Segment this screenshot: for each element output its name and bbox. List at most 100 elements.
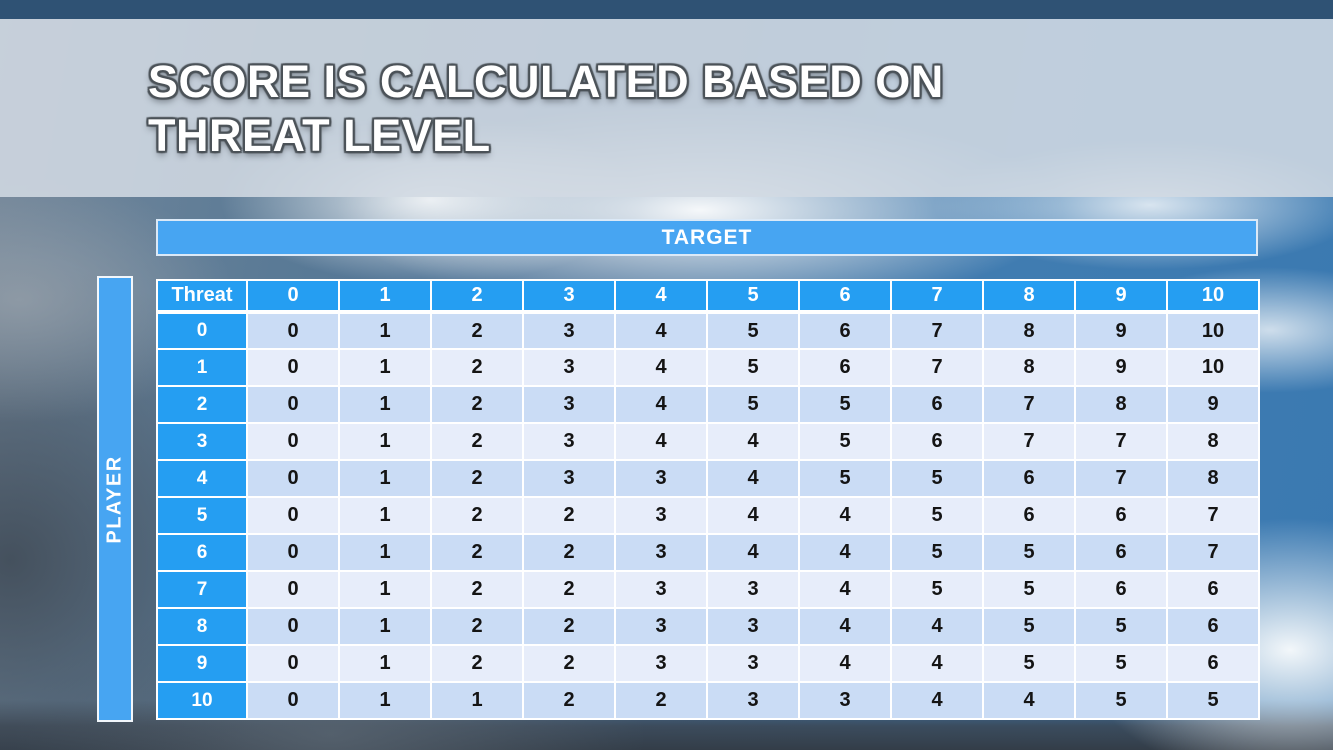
matrix-cell: 10 xyxy=(1166,311,1260,350)
matrix-cell: 0 xyxy=(246,570,340,609)
title-banner: SCORE IS CALCULATED BASED ON THREAT LEVE… xyxy=(0,19,1333,197)
row-header: 5 xyxy=(156,496,248,535)
col-header: 3 xyxy=(522,279,616,314)
col-header: 1 xyxy=(338,279,432,314)
matrix-cell: 6 xyxy=(1166,607,1260,646)
score-matrix-body: 0 0 1 2 3 4 5 6 7 8 9 10 1 0 1 2 3 4 5 6 7 8 9 10 2 0 1 2 3 4 5 5 6 7 8 9 3 0… xyxy=(156,311,1260,720)
row-header: 4 xyxy=(156,459,248,498)
matrix-cell: 6 xyxy=(890,385,984,424)
matrix-cell: 2 xyxy=(522,570,616,609)
matrix-cell: 1 xyxy=(338,533,432,572)
table-row: 0 0 1 2 3 4 5 6 7 8 9 10 xyxy=(156,311,1260,350)
matrix-cell: 8 xyxy=(1166,459,1260,498)
matrix-cell: 1 xyxy=(338,607,432,646)
matrix-cell: 4 xyxy=(798,644,892,683)
matrix-cell: 1 xyxy=(338,681,432,720)
matrix-cell: 3 xyxy=(522,422,616,461)
matrix-cell: 1 xyxy=(430,681,524,720)
col-header: 0 xyxy=(246,279,340,314)
col-header: 5 xyxy=(706,279,800,314)
matrix-cell: 5 xyxy=(982,533,1076,572)
matrix-cell: 4 xyxy=(614,348,708,387)
matrix-cell: 1 xyxy=(338,570,432,609)
matrix-cell: 7 xyxy=(1074,422,1168,461)
matrix-cell: 1 xyxy=(338,422,432,461)
matrix-cell: 4 xyxy=(706,533,800,572)
matrix-cell: 6 xyxy=(1074,570,1168,609)
matrix-cell: 5 xyxy=(890,570,984,609)
matrix-cell: 4 xyxy=(890,607,984,646)
matrix-cell: 5 xyxy=(982,644,1076,683)
score-matrix-table: Threat 0 1 2 3 4 5 6 7 8 9 10 0 0 1 2 3 4 5 6 7 8 9 10 1 0 1 2 3 4 5 6… xyxy=(156,279,1260,720)
matrix-cell: 0 xyxy=(246,607,340,646)
matrix-cell: 4 xyxy=(706,422,800,461)
matrix-cell: 0 xyxy=(246,385,340,424)
matrix-cell: 2 xyxy=(614,681,708,720)
matrix-cell: 4 xyxy=(614,422,708,461)
matrix-cell: 5 xyxy=(1074,607,1168,646)
matrix-cell: 4 xyxy=(798,496,892,535)
matrix-cell: 2 xyxy=(430,533,524,572)
score-matrix-header: Threat 0 1 2 3 4 5 6 7 8 9 10 xyxy=(156,279,1260,314)
matrix-cell: 6 xyxy=(798,348,892,387)
matrix-cell: 9 xyxy=(1074,311,1168,350)
col-header: 8 xyxy=(982,279,1076,314)
row-header: 2 xyxy=(156,385,248,424)
matrix-cell: 2 xyxy=(430,607,524,646)
matrix-cell: 5 xyxy=(798,385,892,424)
top-accent-strip xyxy=(0,0,1333,19)
matrix-cell: 2 xyxy=(522,533,616,572)
matrix-cell: 3 xyxy=(522,385,616,424)
matrix-cell: 2 xyxy=(430,422,524,461)
matrix-cell: 8 xyxy=(1166,422,1260,461)
matrix-cell: 4 xyxy=(798,607,892,646)
matrix-cell: 5 xyxy=(982,607,1076,646)
matrix-cell: 7 xyxy=(982,422,1076,461)
row-header: 9 xyxy=(156,644,248,683)
target-axis-label-text: TARGET xyxy=(661,225,753,249)
matrix-cell: 1 xyxy=(338,644,432,683)
row-header: 3 xyxy=(156,422,248,461)
matrix-cell: 7 xyxy=(1166,496,1260,535)
matrix-cell: 7 xyxy=(890,311,984,350)
matrix-cell: 3 xyxy=(614,644,708,683)
matrix-cell: 3 xyxy=(706,681,800,720)
matrix-cell: 3 xyxy=(614,570,708,609)
matrix-cell: 5 xyxy=(706,348,800,387)
matrix-cell: 6 xyxy=(982,459,1076,498)
matrix-cell: 6 xyxy=(1166,644,1260,683)
matrix-cell: 7 xyxy=(890,348,984,387)
matrix-cell: 6 xyxy=(982,496,1076,535)
matrix-cell: 4 xyxy=(706,496,800,535)
matrix-cell: 6 xyxy=(1074,533,1168,572)
matrix-cell: 5 xyxy=(1074,681,1168,720)
matrix-cell: 0 xyxy=(246,348,340,387)
slide-title: SCORE IS CALCULATED BASED ON THREAT LEVE… xyxy=(148,55,1333,163)
row-header: 10 xyxy=(156,681,248,720)
matrix-cell: 3 xyxy=(706,644,800,683)
matrix-cell: 5 xyxy=(798,459,892,498)
matrix-cell: 3 xyxy=(522,311,616,350)
target-axis-label: TARGET xyxy=(156,219,1258,256)
matrix-cell: 8 xyxy=(982,348,1076,387)
matrix-cell: 0 xyxy=(246,422,340,461)
matrix-cell: 3 xyxy=(522,459,616,498)
matrix-cell: 4 xyxy=(614,311,708,350)
table-row: 10 0 1 1 2 2 3 3 4 4 5 5 xyxy=(156,681,1260,720)
matrix-cell: 4 xyxy=(890,681,984,720)
matrix-cell: 6 xyxy=(890,422,984,461)
matrix-cell: 7 xyxy=(982,385,1076,424)
matrix-cell: 2 xyxy=(522,496,616,535)
corner-header: Threat xyxy=(156,279,248,314)
matrix-cell: 1 xyxy=(338,311,432,350)
matrix-cell: 5 xyxy=(890,496,984,535)
matrix-cell: 5 xyxy=(706,311,800,350)
matrix-cell: 3 xyxy=(798,681,892,720)
matrix-cell: 1 xyxy=(338,459,432,498)
row-header: 6 xyxy=(156,533,248,572)
